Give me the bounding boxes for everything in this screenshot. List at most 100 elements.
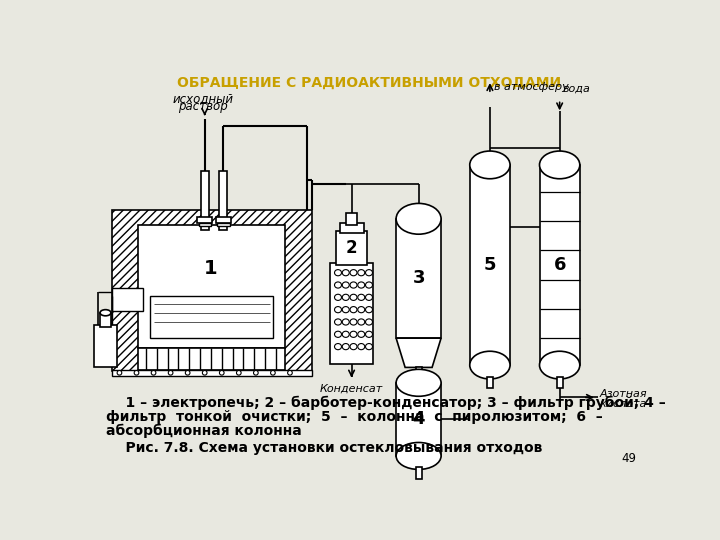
Ellipse shape — [358, 331, 365, 338]
Bar — [336, 231, 366, 265]
Ellipse shape — [185, 370, 190, 375]
Ellipse shape — [366, 331, 372, 338]
Polygon shape — [396, 338, 441, 367]
Ellipse shape — [358, 343, 365, 350]
Ellipse shape — [335, 319, 341, 325]
Bar — [138, 225, 285, 348]
Bar — [197, 217, 212, 222]
Bar — [215, 217, 231, 222]
Text: Конденсат: Конденсат — [320, 383, 383, 393]
Text: кислота: кислота — [600, 399, 647, 409]
Ellipse shape — [342, 282, 349, 288]
Ellipse shape — [358, 282, 365, 288]
Ellipse shape — [335, 269, 341, 276]
Bar — [112, 370, 312, 376]
Text: фильтр  тонкой  очистки;  5  –  колонна  с  пиролюзитом;  6  –: фильтр тонкой очистки; 5 – колонна с пир… — [106, 410, 602, 424]
Bar — [94, 325, 117, 367]
Ellipse shape — [335, 282, 341, 288]
Ellipse shape — [350, 282, 357, 288]
Ellipse shape — [342, 343, 349, 350]
Text: 1: 1 — [203, 259, 217, 278]
Text: 3: 3 — [413, 269, 425, 287]
Ellipse shape — [396, 442, 441, 469]
Ellipse shape — [335, 343, 341, 350]
Ellipse shape — [342, 294, 349, 300]
Ellipse shape — [358, 294, 365, 300]
Bar — [340, 224, 364, 233]
Ellipse shape — [202, 370, 207, 375]
Ellipse shape — [350, 269, 357, 276]
Text: Азотная: Азотная — [600, 389, 647, 400]
Text: вода: вода — [563, 84, 590, 94]
Ellipse shape — [342, 307, 349, 313]
Ellipse shape — [358, 319, 365, 325]
Ellipse shape — [366, 307, 372, 313]
Ellipse shape — [350, 331, 357, 338]
Text: 5: 5 — [484, 256, 496, 274]
Ellipse shape — [335, 307, 341, 313]
Ellipse shape — [287, 370, 292, 375]
Bar — [487, 377, 493, 388]
Ellipse shape — [396, 204, 441, 234]
Bar — [396, 219, 441, 338]
Ellipse shape — [271, 370, 275, 375]
Ellipse shape — [469, 351, 510, 379]
Ellipse shape — [469, 151, 510, 179]
Ellipse shape — [342, 331, 349, 338]
Ellipse shape — [168, 370, 173, 375]
Bar — [396, 383, 441, 456]
Bar — [346, 213, 357, 225]
Text: 4: 4 — [413, 410, 425, 428]
Ellipse shape — [350, 343, 357, 350]
Ellipse shape — [366, 269, 372, 276]
Ellipse shape — [350, 319, 357, 325]
Ellipse shape — [366, 319, 372, 325]
Text: ОБРАЩЕНИЕ С РАДИОАКТИВНЫМИ ОТХОДАМИ: ОБРАЩЕНИЕ С РАДИОАКТИВНЫМИ ОТХОДАМИ — [177, 76, 561, 90]
Text: исходный: исходный — [173, 92, 234, 105]
Bar — [138, 348, 285, 370]
Ellipse shape — [358, 307, 365, 313]
Text: 6: 6 — [554, 256, 566, 274]
Bar — [539, 165, 580, 365]
Bar — [557, 377, 563, 388]
Bar — [220, 171, 228, 230]
Text: в атмосферу: в атмосферу — [494, 82, 569, 92]
Ellipse shape — [117, 370, 122, 375]
Ellipse shape — [151, 370, 156, 375]
Text: 49: 49 — [621, 452, 636, 465]
Ellipse shape — [236, 370, 241, 375]
Ellipse shape — [335, 331, 341, 338]
Ellipse shape — [134, 370, 139, 375]
Text: Рис. 7.8. Схема установки остекловывания отходов: Рис. 7.8. Схема установки остекловывания… — [106, 441, 542, 455]
Ellipse shape — [220, 370, 224, 375]
Bar — [150, 296, 273, 338]
Ellipse shape — [253, 370, 258, 375]
Ellipse shape — [350, 307, 357, 313]
Bar — [415, 367, 422, 383]
Bar — [415, 467, 422, 479]
Ellipse shape — [350, 294, 357, 300]
Bar — [469, 165, 510, 365]
Bar — [217, 222, 230, 226]
Bar — [100, 313, 111, 327]
Bar — [112, 210, 312, 372]
Bar — [201, 171, 209, 230]
Bar — [199, 222, 211, 226]
Ellipse shape — [539, 351, 580, 379]
Ellipse shape — [539, 151, 580, 179]
Ellipse shape — [100, 309, 111, 316]
Ellipse shape — [366, 282, 372, 288]
Text: 2: 2 — [346, 239, 357, 257]
Bar — [330, 264, 373, 363]
Text: раствор: раствор — [179, 99, 228, 112]
Ellipse shape — [358, 269, 365, 276]
Ellipse shape — [396, 369, 441, 396]
Ellipse shape — [366, 294, 372, 300]
Bar — [112, 288, 143, 311]
Text: абсорбционная колонна: абсорбционная колонна — [106, 423, 301, 438]
Ellipse shape — [342, 269, 349, 276]
Ellipse shape — [335, 294, 341, 300]
Text: 1 – электропечь; 2 – барботер-конденсатор; 3 – фильтр грубой; 4 –: 1 – электропечь; 2 – барботер-конденсато… — [106, 396, 665, 410]
Ellipse shape — [366, 343, 372, 350]
Ellipse shape — [342, 319, 349, 325]
